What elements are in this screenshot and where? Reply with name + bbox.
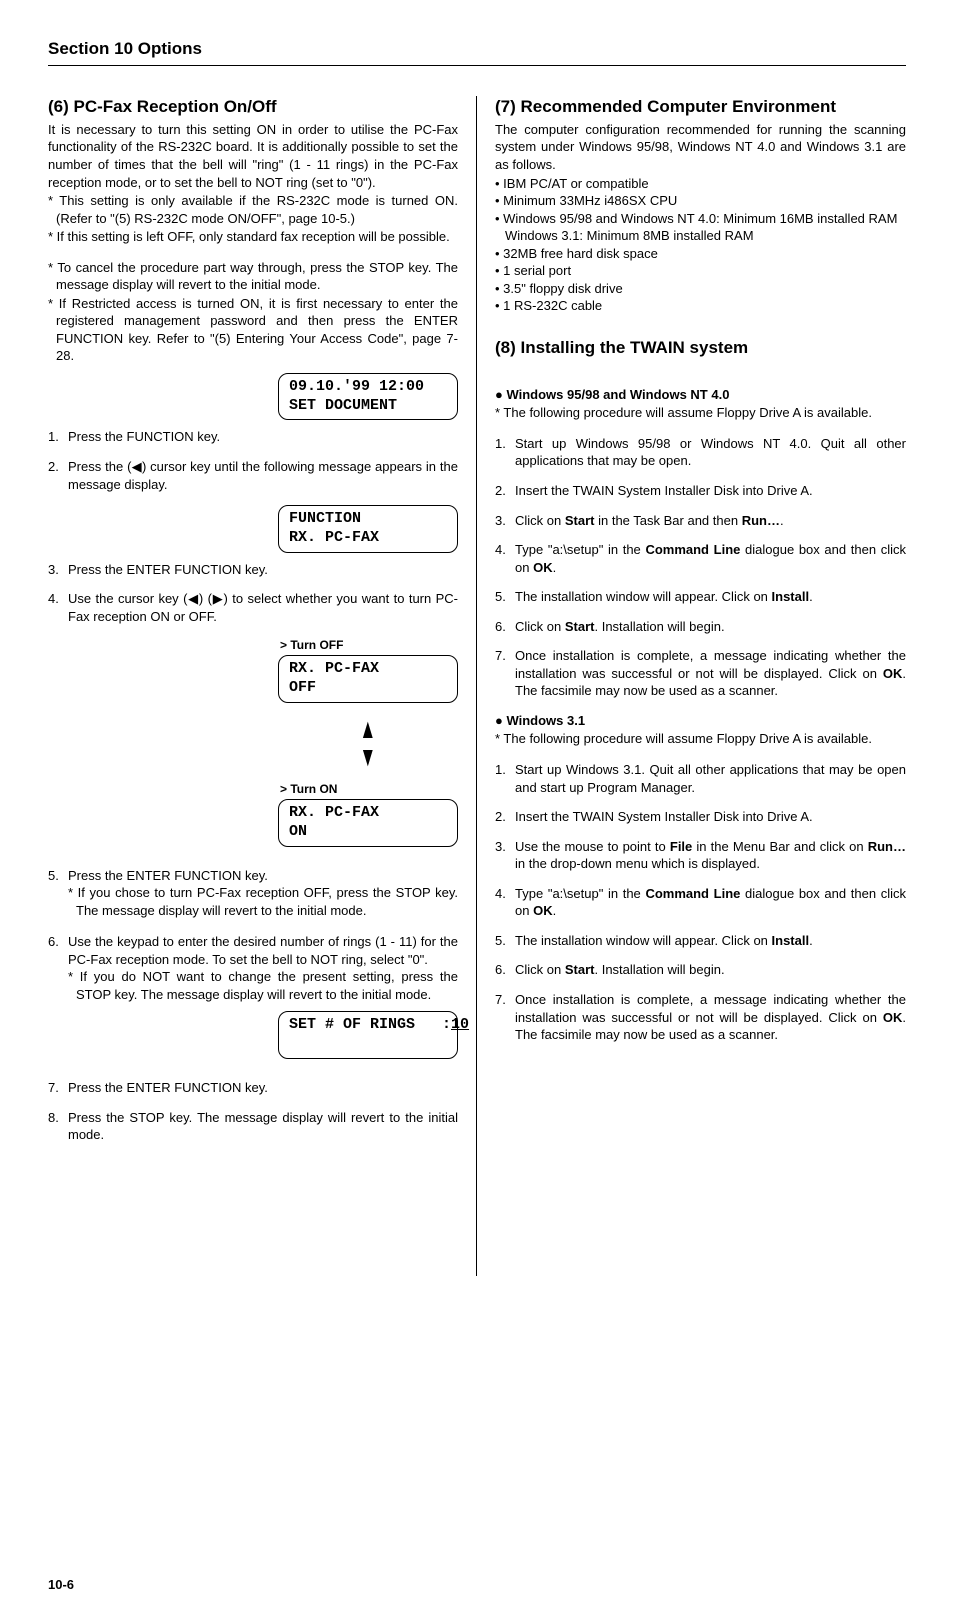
- a-step-3: Click on Start in the Task Bar and then …: [515, 512, 906, 530]
- lcd-line: RX. PC-FAX: [289, 529, 379, 546]
- a-step-4: Type "a:\setup" in the Command Line dial…: [515, 541, 906, 576]
- a-step-5: The installation window will appear. Cli…: [515, 588, 906, 606]
- step-number: 6.: [495, 618, 515, 636]
- lcd-line: FUNCTION: [289, 510, 361, 527]
- caption-turn-off: > Turn OFF: [278, 637, 458, 653]
- step-number: 4.: [48, 590, 68, 625]
- b-step-1: Start up Windows 3.1. Quit all other app…: [515, 761, 906, 796]
- step-number: 2.: [48, 458, 68, 493]
- b-step-7: Once installation is complete, a message…: [515, 991, 906, 1044]
- step-number: 3.: [495, 512, 515, 530]
- step-number: 7.: [495, 991, 515, 1044]
- b-step-2: Insert the TWAIN System Installer Disk i…: [515, 808, 906, 826]
- env-item: • 3.5" floppy disk drive: [495, 280, 906, 298]
- step-3: Press the ENTER FUNCTION key.: [68, 561, 458, 579]
- section-header: Section 10 Options: [48, 38, 906, 66]
- b-step-3: Use the mouse to point to File in the Me…: [515, 838, 906, 873]
- step-number: 6.: [495, 961, 515, 979]
- step-5: Press the ENTER FUNCTION key.: [68, 867, 458, 885]
- env-item: • Minimum 33MHz i486SX CPU: [495, 192, 906, 210]
- env-item: • 1 serial port: [495, 262, 906, 280]
- heading-8: (8) Installing the TWAIN system: [495, 337, 906, 360]
- b-step-4: Type "a:\setup" in the Command Line dial…: [515, 885, 906, 920]
- step-4: Use the cursor key (◀) (▶) to select whe…: [68, 590, 458, 625]
- note-6-3: * To cancel the procedure part way throu…: [48, 259, 458, 294]
- step-number: 5.: [495, 932, 515, 950]
- step-number: 1.: [48, 428, 68, 446]
- note-win95: * The following procedure will assume Fl…: [495, 404, 906, 422]
- lcd-display-2: FUNCTION RX. PC-FAX: [278, 505, 458, 553]
- b-step-6: Click on Start. Installation will begin.: [515, 961, 906, 979]
- left-column: (6) PC-Fax Reception On/Off It is necess…: [48, 96, 477, 1276]
- a-step-6: Click on Start. Installation will begin.: [515, 618, 906, 636]
- step-5-note: * If you chose to turn PC-Fax reception …: [68, 884, 458, 919]
- lcd-line: ON: [289, 823, 307, 840]
- step-number: 5.: [48, 867, 68, 920]
- step-number: 3.: [495, 838, 515, 873]
- note-6-1: * This setting is only available if the …: [48, 192, 458, 227]
- lcd-display-3: RX. PC-FAX OFF: [278, 655, 458, 703]
- updown-arrow-icon: ▲▼: [278, 711, 458, 775]
- step-number: 7.: [48, 1079, 68, 1097]
- step-number: 4.: [495, 885, 515, 920]
- step-6-note: * If you do NOT want to change the prese…: [68, 968, 458, 1003]
- lcd-line: RX. PC-FAX: [289, 660, 379, 677]
- step-number: 5.: [495, 588, 515, 606]
- heading-7: (7) Recommended Computer Environment: [495, 96, 906, 119]
- lcd-line: SET # OF RINGS :: [289, 1016, 451, 1033]
- env-item: • IBM PC/AT or compatible: [495, 175, 906, 193]
- heading-6: (6) PC-Fax Reception On/Off: [48, 96, 458, 119]
- env-list: • IBM PC/AT or compatible • Minimum 33MH…: [495, 175, 906, 315]
- env-item: • 1 RS-232C cable: [495, 297, 906, 315]
- a-step-7: Once installation is complete, a message…: [515, 647, 906, 700]
- step-number: 1.: [495, 761, 515, 796]
- right-column: (7) Recommended Computer Environment The…: [477, 96, 906, 1276]
- step-number: 8.: [48, 1109, 68, 1144]
- b-step-5: The installation window will appear. Cli…: [515, 932, 906, 950]
- subhead-win95: Windows 95/98 and Windows NT 4.0: [495, 386, 906, 404]
- lcd-line: OFF: [289, 679, 316, 696]
- step-number: 1.: [495, 435, 515, 470]
- note-6-4: * If Restricted access is turned ON, it …: [48, 295, 458, 365]
- a-step-1: Start up Windows 95/98 or Windows NT 4.0…: [515, 435, 906, 470]
- env-item: Windows 3.1: Minimum 8MB installed RAM: [495, 227, 906, 245]
- a-step-2: Insert the TWAIN System Installer Disk i…: [515, 482, 906, 500]
- intro-7: The computer configuration recommended f…: [495, 121, 906, 174]
- lcd-display-1: 09.10.'99 12:00 SET DOCUMENT: [278, 373, 458, 421]
- step-number: 2.: [495, 482, 515, 500]
- note-win31: * The following procedure will assume Fl…: [495, 730, 906, 748]
- intro-6: It is necessary to turn this setting ON …: [48, 121, 458, 191]
- subhead-win31: Windows 3.1: [495, 712, 906, 730]
- step-7: Press the ENTER FUNCTION key.: [68, 1079, 458, 1097]
- step-6: Use the keypad to enter the desired numb…: [68, 933, 458, 968]
- lcd-line: RX. PC-FAX: [289, 804, 379, 821]
- lcd-display-4: RX. PC-FAX ON: [278, 799, 458, 847]
- lcd-line: SET DOCUMENT: [289, 397, 397, 414]
- note-6-2: * If this setting is left OFF, only stan…: [48, 228, 458, 246]
- step-1: Press the FUNCTION key.: [68, 428, 458, 446]
- env-item: • 32MB free hard disk space: [495, 245, 906, 263]
- caption-turn-on: > Turn ON: [278, 781, 458, 797]
- step-2: Press the (◀) cursor key until the follo…: [68, 458, 458, 493]
- lcd-display-5: SET # OF RINGS :10: [278, 1011, 458, 1059]
- step-number: 4.: [495, 541, 515, 576]
- lcd-ring-value: 10: [451, 1016, 469, 1033]
- step-number: 3.: [48, 561, 68, 579]
- step-number: 7.: [495, 647, 515, 700]
- env-item: • Windows 95/98 and Windows NT 4.0: Mini…: [495, 210, 906, 228]
- lcd-line: 09.10.'99 12:00: [289, 378, 424, 395]
- step-8: Press the STOP key. The message display …: [68, 1109, 458, 1144]
- step-number: 6.: [48, 933, 68, 1003]
- page-number: 10-6: [48, 1576, 906, 1594]
- step-number: 2.: [495, 808, 515, 826]
